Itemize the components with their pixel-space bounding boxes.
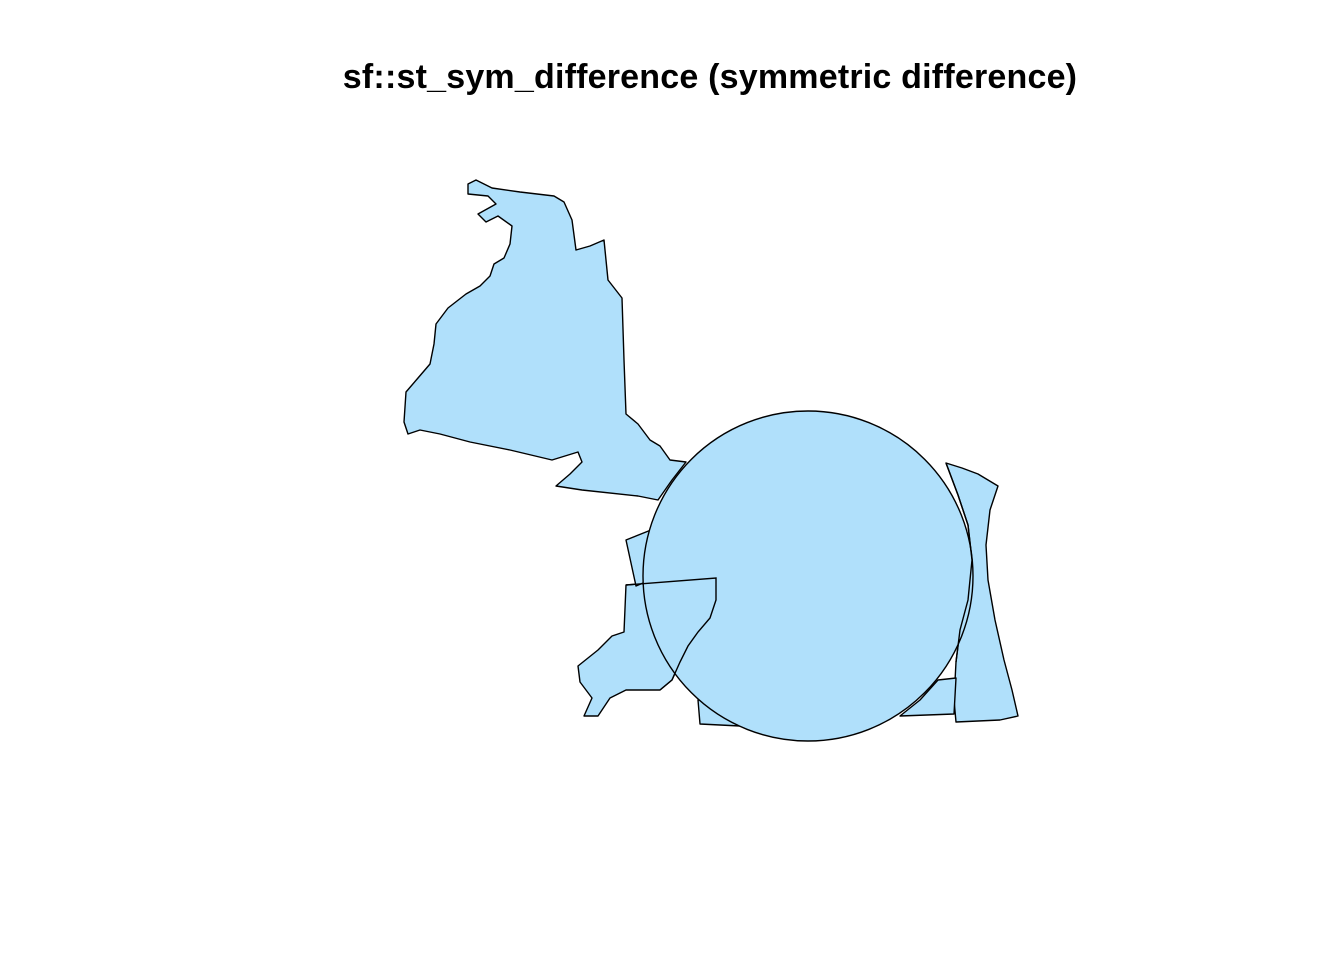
sym-difference-geometry bbox=[403, 179, 1019, 742]
region-south-east bbox=[899, 677, 957, 717]
boundary-line-east bbox=[945, 462, 973, 663]
circle-buffer bbox=[642, 410, 974, 742]
region-north-west bbox=[403, 179, 687, 501]
boundary-line bbox=[625, 577, 717, 691]
plot-title: sf::st_sym_difference (symmetric differe… bbox=[342, 58, 1078, 96]
